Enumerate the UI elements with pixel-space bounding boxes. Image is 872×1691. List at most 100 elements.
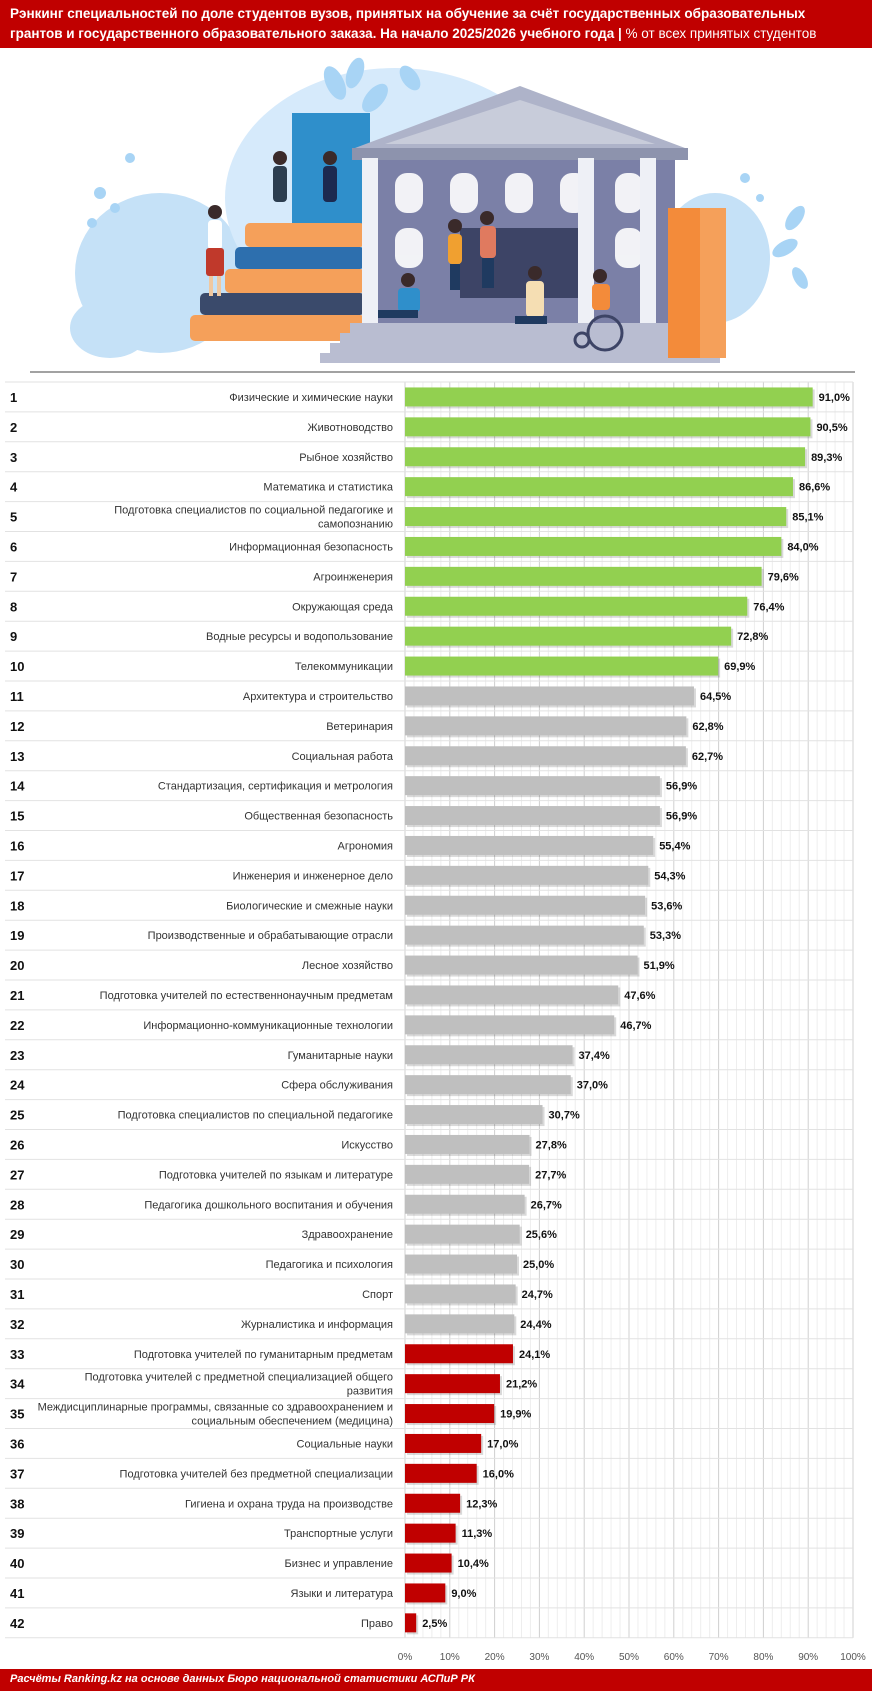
rank-label: 37 (10, 1466, 24, 1481)
value-label: 72,8% (737, 631, 768, 643)
bar (405, 1045, 573, 1065)
bar-chart: 1 Физические и химические науки 2 Животново… (5, 381, 866, 1663)
rank-label: 26 (10, 1137, 24, 1152)
category-label: Социальная работа (292, 751, 394, 763)
bar (405, 507, 787, 527)
x-tick-label: 50% (619, 1652, 639, 1663)
category-label: Искусство (341, 1139, 393, 1151)
value-label: 37,0% (577, 1080, 608, 1092)
value-label: 2,5% (422, 1618, 447, 1630)
value-label: 37,4% (579, 1050, 610, 1062)
rank-label: 40 (10, 1556, 24, 1571)
value-label: 27,8% (536, 1139, 567, 1151)
category-label: Биологические и смежные науки (226, 900, 393, 912)
x-axis: 0% 10% 20% 30% 40% 50% 60% 70% 80% 90% 100% (398, 1652, 866, 1663)
bar (405, 1493, 461, 1513)
value-label: 51,9% (644, 960, 675, 972)
bar (405, 1404, 495, 1424)
bar (405, 985, 619, 1005)
value-label: 53,6% (651, 900, 682, 912)
rank-label: 39 (10, 1526, 24, 1541)
bar (405, 596, 748, 616)
rank-label: 20 (10, 958, 24, 973)
rank-label: 30 (10, 1257, 24, 1272)
category-label: Социальные науки (297, 1438, 393, 1450)
rank-label: 6 (10, 539, 17, 554)
rank-label: 11 (10, 689, 24, 704)
rank-label: 12 (10, 719, 24, 734)
bar (405, 716, 687, 736)
bar (405, 776, 660, 796)
x-tick-label: 10% (440, 1652, 460, 1663)
value-label: 76,4% (753, 601, 784, 613)
value-label: 64,5% (700, 691, 731, 703)
bar (405, 1374, 500, 1394)
category-label: Педагогика дошкольного воспитания и обуч… (144, 1199, 393, 1211)
rank-label: 8 (10, 599, 17, 614)
category-label: Животноводство (307, 422, 393, 434)
illustration-university (30, 57, 855, 373)
category-label: социальным обеспечением (медицина) (192, 1416, 393, 1428)
bar (405, 536, 782, 556)
rank-label: 7 (10, 569, 17, 584)
rank-label: 4 (10, 480, 18, 495)
category-label: Бизнес и управление (284, 1558, 393, 1570)
value-label: 25,6% (526, 1229, 557, 1241)
category-label: Подготовка учителей по языкам и литерату… (159, 1169, 393, 1181)
chart-header: Рэнкинг специальностей по доле студентов… (0, 0, 872, 48)
x-tick-label: 40% (574, 1652, 594, 1663)
rank-label: 19 (10, 928, 24, 943)
category-label: Физические и химические науки (229, 392, 393, 404)
bar (405, 1134, 530, 1154)
value-label: 12,3% (466, 1498, 497, 1510)
value-label: 69,9% (724, 661, 755, 673)
rank-label: 22 (10, 1018, 24, 1033)
x-tick-label: 80% (753, 1652, 773, 1663)
bar (405, 1015, 615, 1035)
bar (405, 686, 694, 706)
category-label: Окружающая среда (292, 601, 394, 613)
value-label: 27,7% (535, 1169, 566, 1181)
value-label: 25,0% (523, 1259, 554, 1271)
bars-layer: 91,0% 90,5% 89,3% 86,6% 85,1% 84,0% 79,6% 76,4%… (405, 387, 850, 1635)
value-label: 84,0% (787, 541, 818, 553)
value-label: 16,0% (483, 1468, 514, 1480)
category-label: Подготовка учителей без предметной специ… (120, 1468, 393, 1480)
category-label: Водные ресурсы и водопользование (206, 631, 393, 643)
category-label: Инженерия и инженерное дело (233, 870, 393, 882)
bar (405, 806, 660, 826)
value-label: 17,0% (487, 1438, 518, 1450)
value-label: 47,6% (624, 990, 655, 1002)
value-label: 91,0% (819, 392, 850, 404)
value-label: 85,1% (792, 512, 823, 524)
bar (405, 895, 646, 915)
bar (405, 1105, 543, 1125)
book-right-spine (700, 208, 726, 358)
bar (405, 1284, 516, 1304)
rows-layer: 1 Физические и химические науки 2 Животново… (5, 381, 853, 1639)
rank-label: 38 (10, 1496, 24, 1511)
bar (405, 656, 719, 676)
rank-label: 10 (10, 659, 24, 674)
value-label: 56,9% (666, 781, 697, 793)
value-label: 26,7% (531, 1199, 562, 1211)
rank-label: 24 (10, 1078, 25, 1093)
rank-label: 42 (10, 1616, 24, 1631)
category-label: Ветеринария (326, 721, 393, 733)
students-figures (206, 151, 624, 352)
category-label: Агрономия (338, 840, 393, 852)
rank-label: 5 (10, 510, 17, 525)
x-tick-label: 90% (798, 1652, 818, 1663)
category-label: самопознанию (318, 519, 393, 531)
value-label: 24,4% (520, 1319, 551, 1331)
rank-label: 28 (10, 1197, 24, 1212)
category-label: Стандартизация, сертификация и метрологи… (158, 781, 393, 793)
category-label: Производственные и обрабатывающие отрасл… (148, 930, 393, 942)
category-label: Право (361, 1618, 393, 1630)
bar (405, 387, 813, 407)
bar (405, 447, 806, 467)
category-label: Гуманитарные науки (288, 1050, 393, 1062)
rank-label: 2 (10, 420, 17, 435)
bar (405, 1463, 477, 1483)
rank-label: 32 (10, 1317, 24, 1332)
